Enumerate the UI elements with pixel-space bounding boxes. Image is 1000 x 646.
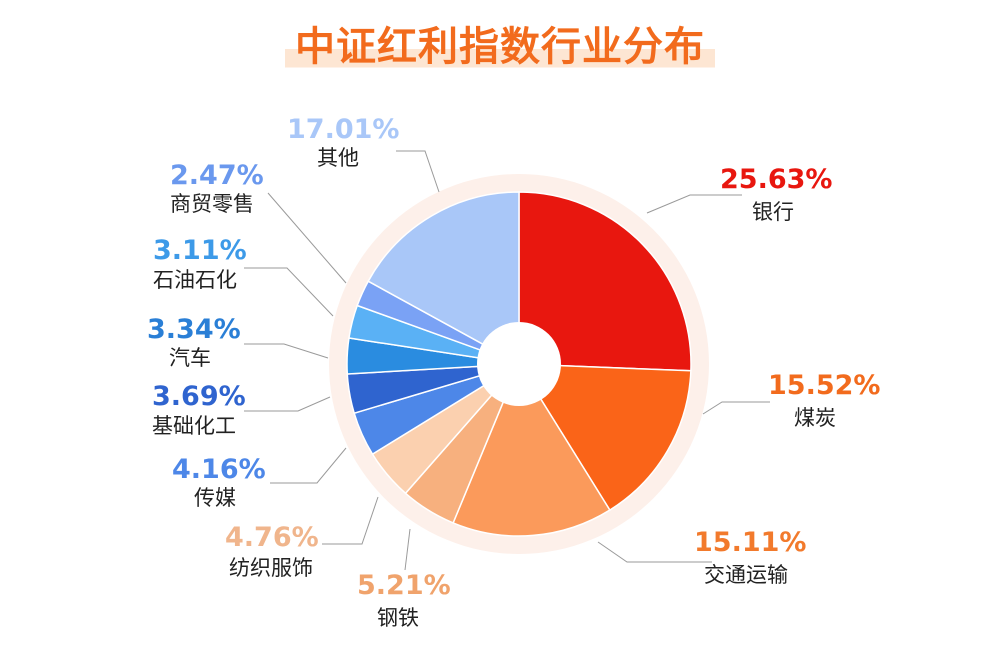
slice-category-label: 银行 — [752, 200, 794, 224]
slice-percent-label: 4.16% — [172, 454, 266, 485]
pie-slice — [518, 191, 692, 372]
slice-percent-label: 17.01% — [287, 114, 400, 145]
leader-line — [244, 267, 334, 317]
slice-percent-label: 5.21% — [357, 570, 451, 601]
slice-category-label: 石油石化 — [153, 268, 237, 292]
leader-line — [244, 396, 331, 412]
slice-percent-label: 3.11% — [153, 235, 247, 266]
pie-center-hole — [477, 322, 561, 406]
leader-line — [646, 194, 742, 214]
slice-category-label: 交通运输 — [704, 563, 788, 587]
slice-category-label: 纺织服饰 — [229, 556, 313, 580]
slice-category-label: 传媒 — [194, 486, 236, 510]
slice-category-label: 煤炭 — [794, 406, 836, 430]
leader-line — [597, 541, 712, 563]
pie-slice — [452, 362, 611, 537]
chart-title: 中证红利指数行业分布 — [285, 14, 715, 72]
leader-line — [404, 528, 411, 571]
chart-title-wrap: 中证红利指数行业分布 — [0, 14, 1000, 72]
slice-percent-label: 3.34% — [147, 314, 241, 345]
slice-percent-label: 3.69% — [152, 381, 246, 412]
slice-category-label: 汽车 — [169, 346, 211, 370]
slice-percent-label: 4.76% — [225, 522, 319, 553]
slice-percent-label: 15.52% — [768, 370, 881, 401]
slice-percent-label: 15.11% — [694, 527, 807, 558]
leader-line — [244, 343, 329, 359]
leader-line — [322, 496, 379, 545]
slice-category-label: 商贸零售 — [170, 192, 254, 216]
slice-category-label: 基础化工 — [152, 414, 236, 438]
pie-slice — [367, 191, 520, 366]
leader-line — [702, 401, 770, 415]
slice-percent-label: 2.47% — [170, 160, 264, 191]
pie-slice — [517, 363, 692, 512]
leader-line — [267, 192, 347, 284]
slice-category-label: 其他 — [317, 146, 359, 170]
leader-line — [270, 447, 347, 484]
slice-category-label: 钢铁 — [377, 606, 419, 630]
slice-percent-label: 25.63% — [720, 164, 833, 195]
leader-line — [396, 150, 440, 193]
